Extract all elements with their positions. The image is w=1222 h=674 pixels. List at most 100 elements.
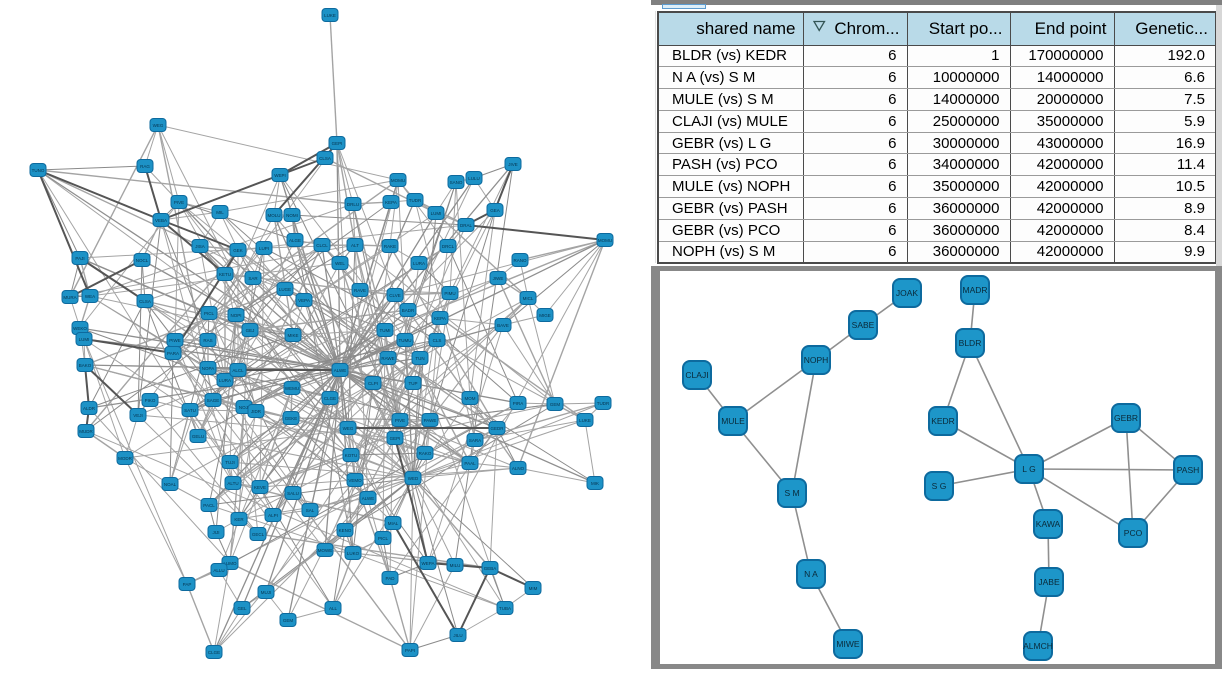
- svg-text:SAGE: SAGE: [207, 398, 220, 403]
- svg-text:DRCL: DRCL: [442, 244, 455, 249]
- svg-text:MILU: MILU: [450, 563, 461, 568]
- svg-text:MIAL: MIAL: [388, 521, 399, 526]
- svg-text:GEBA: GEBA: [484, 566, 497, 571]
- svg-text:MOMU: MOMU: [391, 178, 405, 183]
- svg-text:NOPH: NOPH: [804, 355, 829, 365]
- svg-text:LUKE: LUKE: [579, 418, 591, 423]
- svg-text:LUMI: LUMI: [79, 337, 90, 342]
- svg-text:LUPI: LUPI: [259, 246, 269, 251]
- svg-text:ALTU: ALTU: [227, 481, 238, 486]
- svg-text:NOPI: NOPI: [230, 313, 241, 318]
- svg-text:PARA: PARA: [167, 351, 179, 356]
- svg-text:BAKO: BAKO: [79, 363, 92, 368]
- svg-text:GEPI: GEPI: [332, 141, 343, 146]
- svg-text:KOTU: KOTU: [345, 453, 358, 458]
- svg-text:TUN: TUN: [415, 356, 424, 361]
- svg-text:JILU: JILU: [453, 633, 462, 638]
- svg-text:MULE: MULE: [721, 416, 745, 426]
- svg-text:JIJI: JIJI: [212, 530, 219, 535]
- svg-text:RAKE: RAKE: [384, 244, 396, 249]
- svg-text:ALNO: ALNO: [512, 466, 525, 471]
- svg-text:PCO: PCO: [1124, 528, 1143, 538]
- svg-text:MOWE: MOWE: [318, 548, 333, 553]
- svg-text:WEMU: WEMU: [285, 386, 299, 391]
- svg-text:ALCL: ALCL: [232, 368, 244, 373]
- svg-text:PAPI: PAPI: [405, 648, 415, 653]
- svg-text:ALDR: ALDR: [83, 406, 96, 411]
- svg-text:JIDR: JIDR: [251, 409, 262, 414]
- svg-text:BADR: BADR: [402, 308, 415, 313]
- svg-text:JABE: JABE: [1038, 577, 1060, 587]
- svg-text:TUBA: TUBA: [499, 606, 511, 611]
- svg-text:NOAL: NOAL: [164, 482, 177, 487]
- svg-text:WEG: WEG: [343, 426, 354, 431]
- svg-text:DRAL: DRAL: [460, 223, 473, 228]
- svg-text:RAVE: RAVE: [354, 288, 366, 293]
- svg-text:TUDR: TUDR: [409, 198, 422, 203]
- svg-text:LULU: LULU: [468, 176, 480, 181]
- svg-text:MIM: MIM: [529, 586, 538, 591]
- svg-text:MODR: MODR: [118, 456, 132, 461]
- svg-text:SANO: SANO: [450, 180, 463, 185]
- svg-text:PACL: PACL: [203, 503, 215, 508]
- svg-text:WED: WED: [408, 476, 419, 481]
- svg-text:CLS: CLS: [433, 338, 442, 343]
- svg-text:SARA: SARA: [469, 438, 481, 443]
- svg-text:TUJI: TUJI: [225, 460, 235, 465]
- svg-text:ALMCH: ALMCH: [1023, 641, 1053, 651]
- svg-text:KER: KER: [234, 517, 244, 522]
- svg-text:TUDR: TUDR: [597, 401, 610, 406]
- svg-text:LUKE: LUKE: [324, 13, 336, 18]
- svg-text:RAWE: RAWE: [381, 356, 394, 361]
- svg-text:KENO: KENO: [339, 528, 352, 533]
- svg-text:PIRA: PIRA: [513, 401, 524, 406]
- svg-text:CLVE: CLVE: [389, 293, 400, 298]
- svg-text:PIWE: PIWE: [169, 338, 181, 343]
- svg-text:TUMU: TUMU: [399, 338, 412, 343]
- svg-text:JOAK: JOAK: [896, 288, 919, 298]
- svg-text:KEPA: KEPA: [434, 316, 446, 321]
- svg-text:ALL: ALL: [329, 606, 338, 611]
- svg-text:PAD: PAD: [386, 576, 396, 581]
- svg-text:NOMI: NOMI: [286, 213, 298, 218]
- svg-text:ALPI: ALPI: [268, 513, 278, 518]
- svg-text:CLSA: CLSA: [319, 156, 331, 161]
- svg-text:MICL: MICL: [523, 296, 534, 301]
- svg-text:GEKE: GEKE: [285, 416, 298, 421]
- svg-text:CLGE: CLGE: [324, 396, 336, 401]
- svg-text:JIWE: JIWE: [493, 276, 504, 281]
- svg-text:LUGE: LUGE: [279, 287, 291, 292]
- svg-text:TUMI: TUMI: [380, 328, 391, 333]
- svg-text:VEJI: VEJI: [133, 413, 143, 418]
- svg-text:KEDR: KEDR: [931, 416, 955, 426]
- svg-text:VEPA: VEPA: [298, 298, 310, 303]
- svg-text:PAAL: PAAL: [464, 461, 476, 466]
- svg-text:SALU: SALU: [287, 491, 299, 496]
- svg-text:GEA: GEA: [490, 208, 500, 213]
- svg-text:MOM: MOM: [465, 396, 476, 401]
- svg-text:ALGE: ALGE: [289, 238, 301, 243]
- svg-text:GEK: GEK: [233, 248, 243, 253]
- svg-text:WEG: WEG: [153, 123, 164, 128]
- svg-text:GEM: GEM: [283, 618, 294, 623]
- svg-text:MIGE: MIGE: [539, 313, 551, 318]
- svg-text:MOLU: MOLU: [267, 213, 280, 218]
- svg-text:NOPA: NOPA: [202, 366, 214, 371]
- svg-text:DRLU: DRLU: [347, 202, 359, 207]
- svg-text:PICL: PICL: [378, 536, 389, 541]
- svg-text:CLCL: CLCL: [316, 243, 328, 248]
- svg-text:PAJI: PAJI: [75, 256, 84, 261]
- svg-text:BLDR: BLDR: [959, 338, 982, 348]
- svg-text:GECL: GECL: [252, 532, 265, 537]
- svg-text:GEL: GEL: [237, 606, 247, 611]
- svg-text:JISA: JISA: [195, 244, 205, 249]
- svg-text:CLAJI: CLAJI: [685, 370, 708, 380]
- svg-text:LUMO: LUMO: [223, 561, 237, 566]
- svg-text:LURA: LURA: [219, 378, 231, 383]
- svg-text:MOMU: MOMU: [598, 238, 612, 243]
- svg-text:N A: N A: [804, 569, 818, 579]
- svg-text:SAL: SAL: [306, 508, 315, 513]
- svg-text:SABE: SABE: [852, 320, 875, 330]
- svg-text:CLGE: CLGE: [208, 650, 220, 655]
- svg-text:MIK: MIK: [591, 481, 599, 486]
